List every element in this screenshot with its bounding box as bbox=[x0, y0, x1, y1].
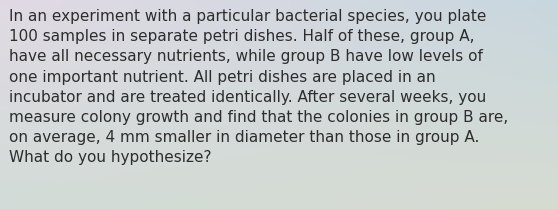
Text: In an experiment with a particular bacterial species, you plate
100 samples in s: In an experiment with a particular bacte… bbox=[9, 9, 508, 165]
